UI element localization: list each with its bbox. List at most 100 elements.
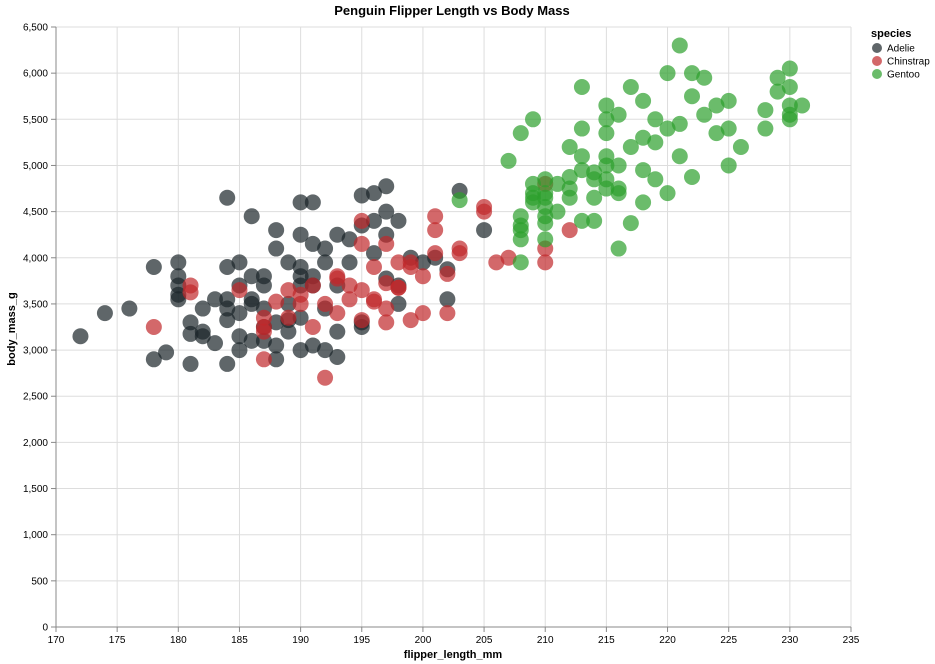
x-tick-label: 220 <box>659 635 676 646</box>
data-point <box>439 291 456 308</box>
data-point <box>659 185 676 202</box>
legend-label: Chinstrap <box>887 57 930 68</box>
data-point <box>255 277 272 294</box>
data-point <box>414 254 431 271</box>
data-point <box>635 92 652 109</box>
data-point <box>500 152 517 169</box>
series-gentoo <box>451 37 811 271</box>
data-point <box>610 157 627 174</box>
data-point <box>573 148 590 165</box>
y-tick-label: 4,000 <box>23 253 48 264</box>
data-point <box>561 222 578 239</box>
data-point <box>366 185 382 202</box>
data-point <box>647 111 664 128</box>
data-point <box>671 115 688 132</box>
data-point <box>194 300 211 317</box>
x-tick-label: 235 <box>843 635 860 646</box>
data-point <box>341 277 358 294</box>
data-point <box>427 245 444 262</box>
data-point <box>231 254 248 271</box>
y-tick-label: 2,000 <box>23 438 48 449</box>
data-point <box>647 134 664 151</box>
data-point <box>341 254 358 271</box>
data-point <box>366 293 382 310</box>
data-point <box>561 139 578 155</box>
data-point <box>427 222 444 239</box>
data-point <box>598 97 615 114</box>
data-point <box>439 305 456 322</box>
data-point <box>280 295 297 312</box>
data-point <box>512 254 529 271</box>
data-point <box>635 194 652 211</box>
legend-swatch <box>872 43 882 53</box>
data-point <box>231 342 248 359</box>
data-point <box>757 102 774 119</box>
data-point <box>268 240 285 257</box>
data-point <box>794 97 811 114</box>
data-point <box>708 125 725 142</box>
data-point <box>451 192 468 209</box>
data-point <box>622 139 639 155</box>
y-tick-label: 6,500 <box>23 23 48 34</box>
data-point <box>353 187 370 204</box>
x-tick-label: 200 <box>415 635 432 646</box>
data-point <box>329 323 346 340</box>
data-point <box>402 312 419 329</box>
data-point <box>329 349 346 365</box>
data-point <box>280 323 297 340</box>
y-axis-title: body_mass_g <box>6 292 18 365</box>
data-point <box>512 208 529 225</box>
axes: 170 175 180 185 190 195 200 205 210 215 220 225 230 2… <box>23 23 860 647</box>
data-point <box>610 240 627 257</box>
data-point <box>268 351 285 368</box>
data-point <box>525 175 541 192</box>
data-point <box>219 259 236 275</box>
data-point <box>353 282 370 299</box>
x-tick-label: 195 <box>353 635 370 646</box>
data-point <box>684 169 700 185</box>
data-point <box>317 295 334 312</box>
y-tick-label: 2,500 <box>23 392 48 403</box>
data-point <box>659 65 676 82</box>
data-point <box>427 208 444 225</box>
y-tick-label: 3,500 <box>23 299 48 310</box>
data-point <box>378 300 395 317</box>
data-point <box>378 275 395 292</box>
y-tick-label: 500 <box>31 576 48 587</box>
legend-swatch <box>872 69 882 79</box>
data-point <box>732 139 749 155</box>
data-point <box>573 79 590 95</box>
data-point <box>304 277 321 294</box>
data-point <box>292 342 309 359</box>
data-point <box>158 344 175 361</box>
data-point <box>182 284 199 301</box>
data-point <box>561 169 578 185</box>
data-point <box>231 328 248 345</box>
data-point <box>769 69 786 86</box>
data-point <box>170 291 187 308</box>
data-point <box>720 120 737 137</box>
data-point <box>366 245 382 262</box>
data-point <box>194 328 211 345</box>
data-point <box>353 312 370 329</box>
data-point <box>647 171 664 188</box>
x-tick-label: 175 <box>109 635 126 646</box>
data-point <box>696 69 713 86</box>
data-point <box>598 171 615 188</box>
data-point <box>573 162 590 179</box>
data-point <box>451 240 468 257</box>
data-point <box>781 79 798 95</box>
data-point <box>586 189 603 206</box>
data-point <box>341 291 358 308</box>
data-point <box>671 37 688 54</box>
legend: species Adelie Chinstrap Gentoo <box>871 28 930 81</box>
data-point <box>622 79 639 95</box>
data-point <box>537 254 554 271</box>
data-point <box>121 300 138 317</box>
data-point <box>268 314 285 331</box>
data-point <box>280 254 297 271</box>
y-tick-label: 3,000 <box>23 346 48 357</box>
data-point <box>659 120 676 137</box>
y-tick-label: 1,500 <box>23 484 48 495</box>
